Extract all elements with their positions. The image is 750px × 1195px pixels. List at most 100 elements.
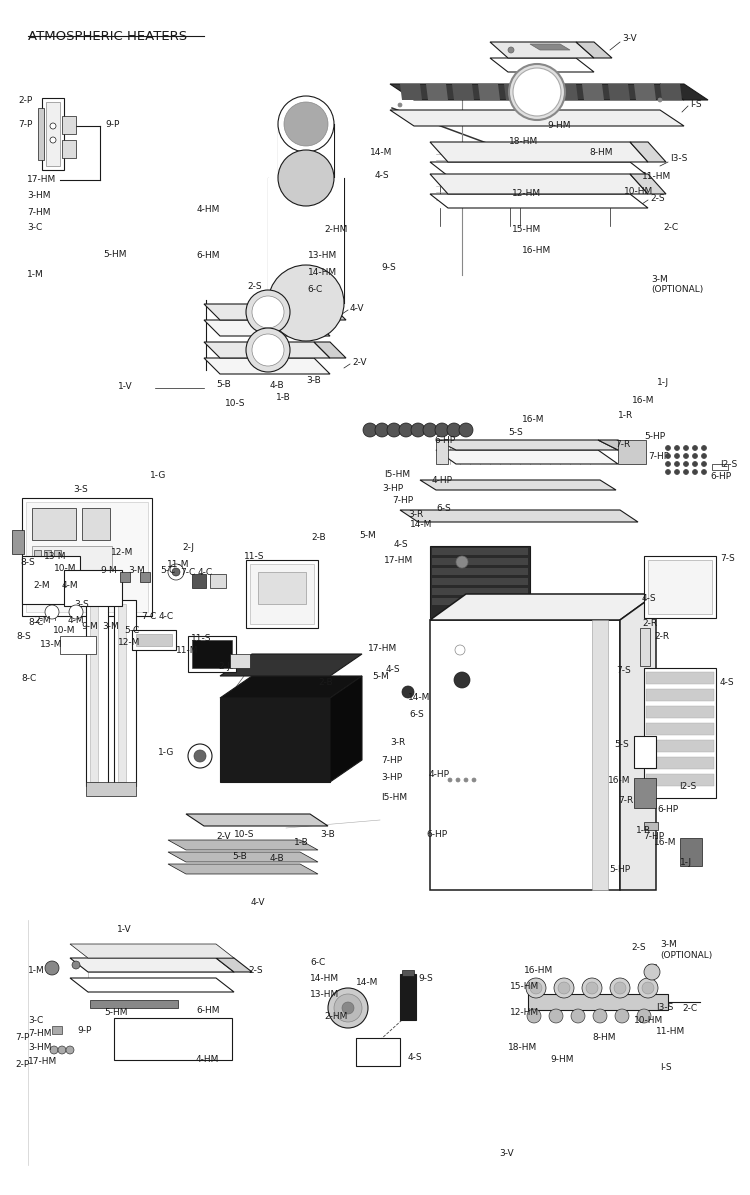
- Text: 1-G: 1-G: [150, 471, 166, 480]
- Text: 17-HM: 17-HM: [27, 174, 56, 184]
- Circle shape: [692, 470, 698, 474]
- Circle shape: [188, 744, 212, 768]
- Bar: [188, 636, 236, 672]
- Text: 14-HM: 14-HM: [308, 268, 337, 277]
- Text: 16-M: 16-M: [608, 776, 631, 784]
- Circle shape: [72, 961, 80, 969]
- Circle shape: [194, 750, 206, 762]
- Polygon shape: [168, 864, 318, 874]
- Polygon shape: [436, 451, 618, 464]
- Circle shape: [435, 423, 449, 437]
- Text: 4-HM: 4-HM: [196, 1055, 219, 1065]
- Polygon shape: [330, 676, 362, 782]
- Text: 10-HM: 10-HM: [634, 1016, 663, 1024]
- Text: 6-C: 6-C: [310, 957, 326, 967]
- Text: 2-M: 2-M: [34, 615, 51, 625]
- Circle shape: [334, 994, 362, 1022]
- Text: 18-HM: 18-HM: [508, 1043, 537, 1053]
- Text: 14-HM: 14-HM: [310, 974, 339, 982]
- Circle shape: [456, 778, 460, 782]
- Polygon shape: [490, 59, 594, 72]
- Circle shape: [363, 423, 377, 437]
- Text: 12-HM: 12-HM: [512, 189, 541, 198]
- Text: 13-HM: 13-HM: [310, 989, 339, 999]
- Bar: [230, 654, 250, 668]
- Circle shape: [593, 1009, 607, 1023]
- Polygon shape: [530, 44, 570, 50]
- Text: 9-S: 9-S: [381, 263, 396, 272]
- Polygon shape: [646, 690, 714, 701]
- Circle shape: [615, 1009, 629, 1023]
- Circle shape: [399, 423, 413, 437]
- Bar: [432, 588, 528, 595]
- Text: 16-HM: 16-HM: [524, 966, 554, 974]
- Circle shape: [252, 333, 284, 366]
- Text: 2-R: 2-R: [642, 619, 657, 629]
- Polygon shape: [620, 594, 656, 890]
- Circle shape: [582, 978, 602, 998]
- Circle shape: [456, 556, 468, 568]
- Polygon shape: [426, 84, 448, 100]
- Text: 9-HM: 9-HM: [550, 1055, 574, 1065]
- Circle shape: [464, 778, 468, 782]
- Bar: [192, 641, 232, 668]
- Polygon shape: [576, 42, 612, 59]
- Text: 8-HM: 8-HM: [590, 148, 613, 158]
- Text: 3-M
(OPTIONAL): 3-M (OPTIONAL): [660, 940, 712, 960]
- Circle shape: [459, 423, 473, 437]
- Polygon shape: [630, 142, 666, 163]
- Polygon shape: [314, 304, 346, 320]
- Text: 6-HP: 6-HP: [657, 804, 678, 814]
- Circle shape: [513, 68, 561, 116]
- Text: I2-S: I2-S: [680, 782, 697, 791]
- Text: 3-B: 3-B: [306, 375, 321, 385]
- Text: 2-C: 2-C: [682, 1004, 698, 1012]
- Text: 5-HP: 5-HP: [644, 431, 665, 441]
- Bar: [62, 116, 76, 134]
- Text: 10-S: 10-S: [225, 399, 245, 409]
- Circle shape: [278, 151, 334, 206]
- Bar: [432, 578, 528, 586]
- Circle shape: [701, 461, 706, 466]
- Circle shape: [456, 676, 464, 684]
- Circle shape: [683, 453, 688, 459]
- Polygon shape: [646, 740, 714, 752]
- Polygon shape: [390, 84, 684, 100]
- Text: 5-B: 5-B: [216, 380, 231, 390]
- Polygon shape: [390, 110, 684, 125]
- Polygon shape: [420, 480, 616, 490]
- Bar: [644, 822, 658, 831]
- Text: I3-S: I3-S: [670, 153, 687, 163]
- Circle shape: [509, 65, 565, 120]
- Bar: [22, 556, 80, 603]
- Bar: [648, 560, 712, 614]
- Text: 3-V: 3-V: [622, 33, 637, 43]
- Text: 17-HM: 17-HM: [368, 644, 397, 654]
- Bar: [114, 600, 136, 786]
- Text: 7-S: 7-S: [616, 666, 632, 675]
- Text: 2-B: 2-B: [318, 678, 333, 686]
- Text: 3-B: 3-B: [320, 829, 334, 839]
- Circle shape: [554, 978, 574, 998]
- Circle shape: [423, 423, 437, 437]
- Text: 1-R: 1-R: [618, 411, 633, 421]
- Bar: [432, 558, 528, 565]
- Bar: [644, 668, 716, 798]
- Bar: [54, 550, 61, 557]
- Bar: [528, 994, 668, 1010]
- Text: 11-HM: 11-HM: [656, 1028, 686, 1036]
- Bar: [268, 178, 344, 304]
- Text: 6-HP: 6-HP: [426, 829, 447, 839]
- Text: 18-HM: 18-HM: [509, 136, 538, 146]
- Circle shape: [665, 453, 670, 459]
- Bar: [46, 102, 60, 166]
- Circle shape: [252, 296, 284, 327]
- Text: 2-P: 2-P: [15, 1060, 29, 1070]
- Text: 11-S: 11-S: [190, 633, 211, 643]
- Circle shape: [284, 102, 328, 146]
- Circle shape: [665, 470, 670, 474]
- Text: 3-HM: 3-HM: [28, 1043, 52, 1053]
- Polygon shape: [204, 358, 330, 374]
- Bar: [86, 782, 136, 796]
- Text: 2-V: 2-V: [216, 832, 230, 841]
